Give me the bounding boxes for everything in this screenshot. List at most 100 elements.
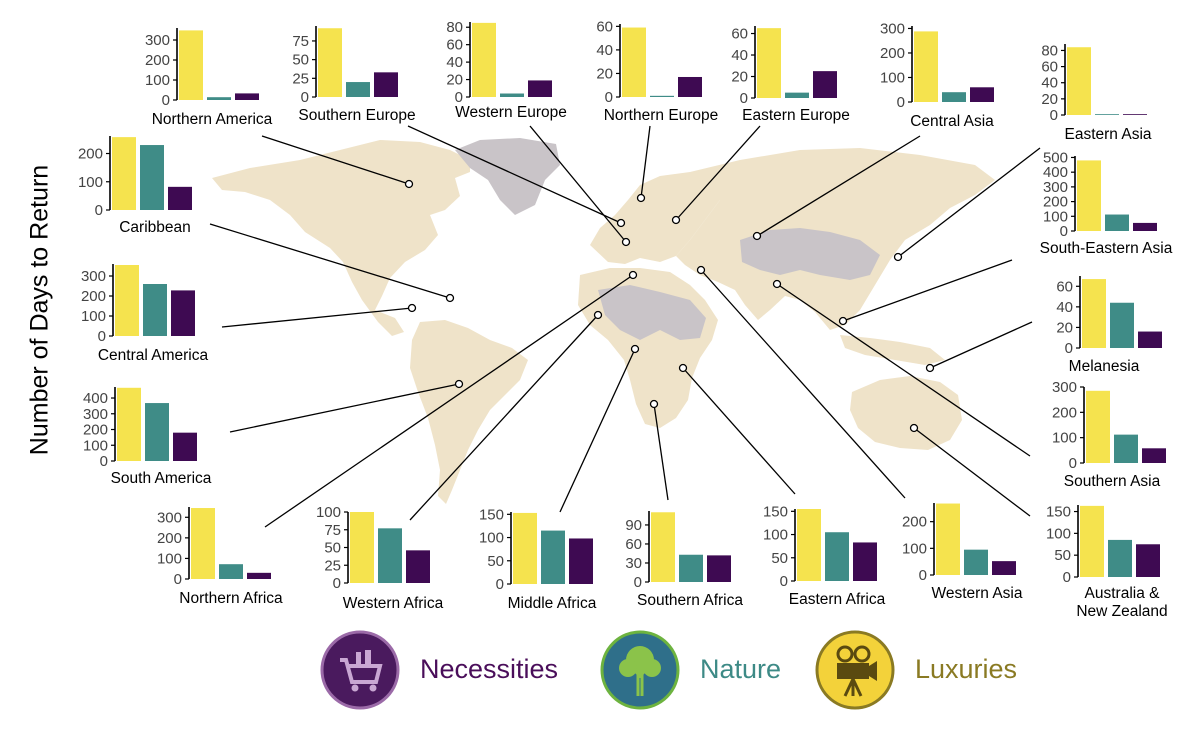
tick-label: 0 [100, 453, 108, 470]
bar-western-asia-necessities [992, 561, 1016, 575]
bar-northern-africa-necessities [247, 572, 271, 579]
location-dot-western-africa [593, 310, 603, 320]
panel-eastern-europe: 0 20 40 60 Eastern Europe [731, 26, 850, 124]
leader-line-melanesia [929, 321, 1033, 369]
panel-northern-america: 0 100 200 300 Northern America [145, 28, 273, 128]
bar-western-asia-luxuries [936, 503, 960, 575]
location-dot-australia-new-zealand [909, 423, 919, 433]
bar-western-europe-nature [500, 93, 524, 97]
leader-line-southern-asia [776, 283, 1031, 457]
tick-label: 20 [596, 65, 613, 82]
bar-eastern-africa-nature [825, 532, 849, 581]
tick-label: 100 [479, 530, 504, 547]
tick-label: 0 [301, 89, 309, 106]
bar-caribbean-necessities [168, 186, 192, 210]
tick-label: 0 [634, 574, 642, 591]
location-dot-western-europe [621, 237, 631, 247]
location-dot-eastern-asia [893, 252, 903, 262]
tick-label: 300 [157, 509, 182, 526]
bar-western-africa-nature [378, 528, 402, 583]
leader-line-northern-europe [640, 125, 651, 199]
tick-label: 0 [1060, 223, 1068, 240]
bar-northern-europe-luxuries [622, 27, 646, 97]
panel-title: Central America [98, 347, 209, 364]
tick-label: 20 [1041, 91, 1058, 108]
tick-label: 100 [1043, 208, 1068, 225]
tick-label: 300 [81, 268, 106, 285]
bar-southern-europe-nature [346, 82, 370, 97]
leader-line-western-africa [409, 314, 599, 521]
bar-south-america-nature [145, 403, 169, 461]
tick-label: 200 [1043, 194, 1068, 211]
tick-label: 300 [83, 406, 108, 423]
panel-title: Northern Africa [179, 590, 283, 607]
tick-label: 200 [81, 288, 106, 305]
tick-label: 50 [487, 553, 504, 570]
tick-label: 0 [740, 90, 748, 107]
bar-southern-asia-nature [1114, 434, 1138, 463]
tick-label: 0 [780, 573, 788, 590]
panel-title: Australia & [1085, 585, 1161, 602]
location-dot-caribbean [445, 293, 455, 303]
bar-middle-africa-luxuries [513, 512, 537, 584]
land-north-america [212, 140, 470, 336]
location-dot-northern-africa [628, 270, 638, 280]
tick-label: 0 [1069, 455, 1077, 472]
tick-label: 100 [1046, 525, 1071, 542]
panel-title: Southern Europe [298, 107, 415, 124]
tick-label: 100 [83, 437, 108, 454]
bar-melanesia-nature [1110, 302, 1134, 348]
tick-label: 300 [145, 32, 170, 49]
land-greenland [455, 138, 560, 215]
bar-south-eastern-asia-luxuries [1077, 160, 1101, 231]
tick-label: 100 [145, 72, 170, 89]
tick-label: 60 [1041, 59, 1058, 76]
bar-south-eastern-asia-necessities [1133, 222, 1157, 231]
panel-title: Melanesia [1069, 358, 1140, 375]
panel-title: Middle Africa [508, 595, 597, 612]
tick-label: 60 [625, 536, 642, 553]
bar-south-america-necessities [173, 432, 197, 461]
bar-western-africa-luxuries [350, 512, 374, 583]
tick-label: 150 [763, 503, 788, 520]
tick-label: 150 [1046, 504, 1071, 521]
bar-middle-africa-nature [541, 530, 565, 584]
location-dot-central-america [407, 303, 417, 313]
bar-australia-new-zealand-nature [1108, 539, 1132, 577]
leader-line-middle-africa [559, 348, 636, 513]
tick-label: 0 [162, 92, 170, 109]
tick-label: 100 [880, 69, 905, 86]
tick-label: 200 [880, 45, 905, 62]
panel-title: South-Eastern Asia [1040, 240, 1173, 257]
tick-label: 100 [81, 308, 106, 325]
bar-central-asia-necessities [970, 87, 994, 102]
tick-label: 0 [174, 571, 182, 588]
bar-eastern-europe-necessities [813, 71, 837, 98]
tick-label: 50 [771, 550, 788, 567]
panel-melanesia: 0 20 40 60 Melanesia [1056, 276, 1162, 375]
bar-southern-europe-luxuries [318, 28, 342, 98]
panel-title: New Zealand [1076, 603, 1167, 620]
tick-label: 100 [78, 174, 103, 191]
tick-label: 0 [1050, 107, 1058, 124]
bar-western-africa-necessities [406, 550, 430, 583]
bar-caribbean-nature [140, 145, 164, 210]
panel-title: Eastern Europe [742, 107, 850, 124]
tick-label: 60 [596, 18, 613, 35]
leader-line-southern-africa [653, 403, 669, 501]
panel-central-asia: 0 100 200 300 Central Asia [880, 20, 994, 130]
tick-label: 200 [902, 514, 927, 531]
leader-line-central-america [221, 307, 413, 328]
tick-label: 20 [731, 69, 748, 86]
bar-southern-africa-nature [679, 554, 703, 582]
panel-title: Western Africa [343, 595, 444, 612]
panel-northern-africa: 0 100 200 300 Northern Africa [157, 507, 283, 607]
tick-label: 200 [83, 422, 108, 439]
location-dot-south-eastern-asia [838, 316, 848, 326]
tick-label: 60 [731, 26, 748, 43]
tick-label: 300 [1052, 379, 1077, 396]
tick-label: 100 [902, 540, 927, 557]
